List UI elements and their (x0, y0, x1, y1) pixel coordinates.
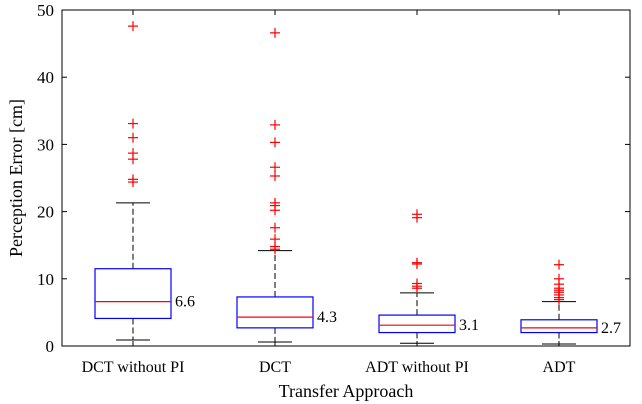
outlier-marker (554, 259, 564, 270)
box-iqr (520, 319, 598, 334)
x-tick-label: ADT (543, 359, 576, 376)
outlier-marker (412, 259, 422, 270)
boxes-layer: 6.6 4.3 3.1 2.7 (94, 21, 621, 345)
y-tick-label: 0 (46, 337, 55, 356)
outlier-marker (554, 294, 564, 305)
outlier-marker (270, 205, 280, 216)
box-group: 6.6 (94, 21, 195, 341)
x-tick-label: DCT without PI (82, 359, 185, 376)
outlier-marker (128, 118, 138, 129)
box-iqr (378, 314, 456, 334)
outlier-marker (270, 222, 280, 233)
plot-border (61, 9, 631, 347)
box-group: 4.3 (236, 27, 337, 343)
y-tick-label: 30 (37, 135, 54, 154)
box-iqr (236, 296, 314, 329)
outlier-marker (412, 283, 422, 294)
median-value-label: 3.1 (459, 317, 479, 334)
outlier-marker (270, 137, 280, 148)
median-value-label: 4.3 (317, 309, 337, 326)
box-iqr (94, 268, 172, 320)
x-axis-title: Transfer Approach (279, 381, 414, 401)
outlier-marker (270, 162, 280, 173)
y-tick-label: 50 (37, 1, 54, 20)
plot-area (61, 9, 631, 347)
median-value-label: 2.7 (601, 320, 621, 337)
outlier-marker (128, 177, 138, 188)
x-tick-label: ADT without PI (365, 359, 469, 376)
outlier-marker (270, 244, 280, 255)
x-axis: DCT without PI DCT ADT without PI ADT (82, 10, 576, 376)
y-axis-title: Perception Error [cm] (6, 99, 26, 257)
y-tick-label: 40 (37, 68, 54, 87)
median-value-label: 6.6 (175, 294, 195, 311)
box-group: 2.7 (520, 259, 621, 345)
outlier-marker (270, 170, 280, 181)
outlier-marker (128, 132, 138, 143)
y-tick-label: 10 (37, 270, 54, 289)
outlier-marker (128, 21, 138, 32)
box-group: 3.1 (378, 209, 479, 344)
outlier-marker (412, 212, 422, 223)
outlier-marker (270, 27, 280, 38)
outlier-marker (270, 119, 280, 130)
y-axis: 0 10 20 30 40 50 (37, 1, 630, 356)
outlier-marker (128, 154, 138, 165)
y-tick-label: 20 (37, 203, 54, 222)
x-tick-label: DCT (259, 359, 291, 376)
